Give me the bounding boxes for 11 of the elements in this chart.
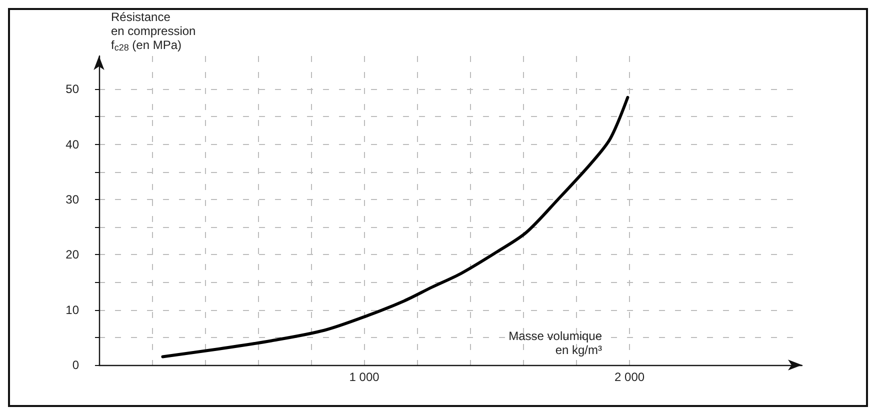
y-tick-label: 30 [66, 192, 80, 206]
x-tick-label: 2 000 [614, 370, 645, 384]
y-tick-label: 50 [66, 82, 80, 96]
y-axis-title: Résistance en compression fc28 (en MPa) [111, 10, 196, 52]
x-tick-label: 1 000 [349, 370, 380, 384]
y-tick-label: 20 [66, 248, 80, 262]
line-series [161, 96, 630, 358]
y-tick-label: 0 [72, 358, 80, 372]
y-tick-label: 40 [66, 137, 80, 152]
x-axis-title: Masse volumique en kg/m³ [508, 329, 602, 357]
y-tick-label: 10 [66, 302, 80, 317]
